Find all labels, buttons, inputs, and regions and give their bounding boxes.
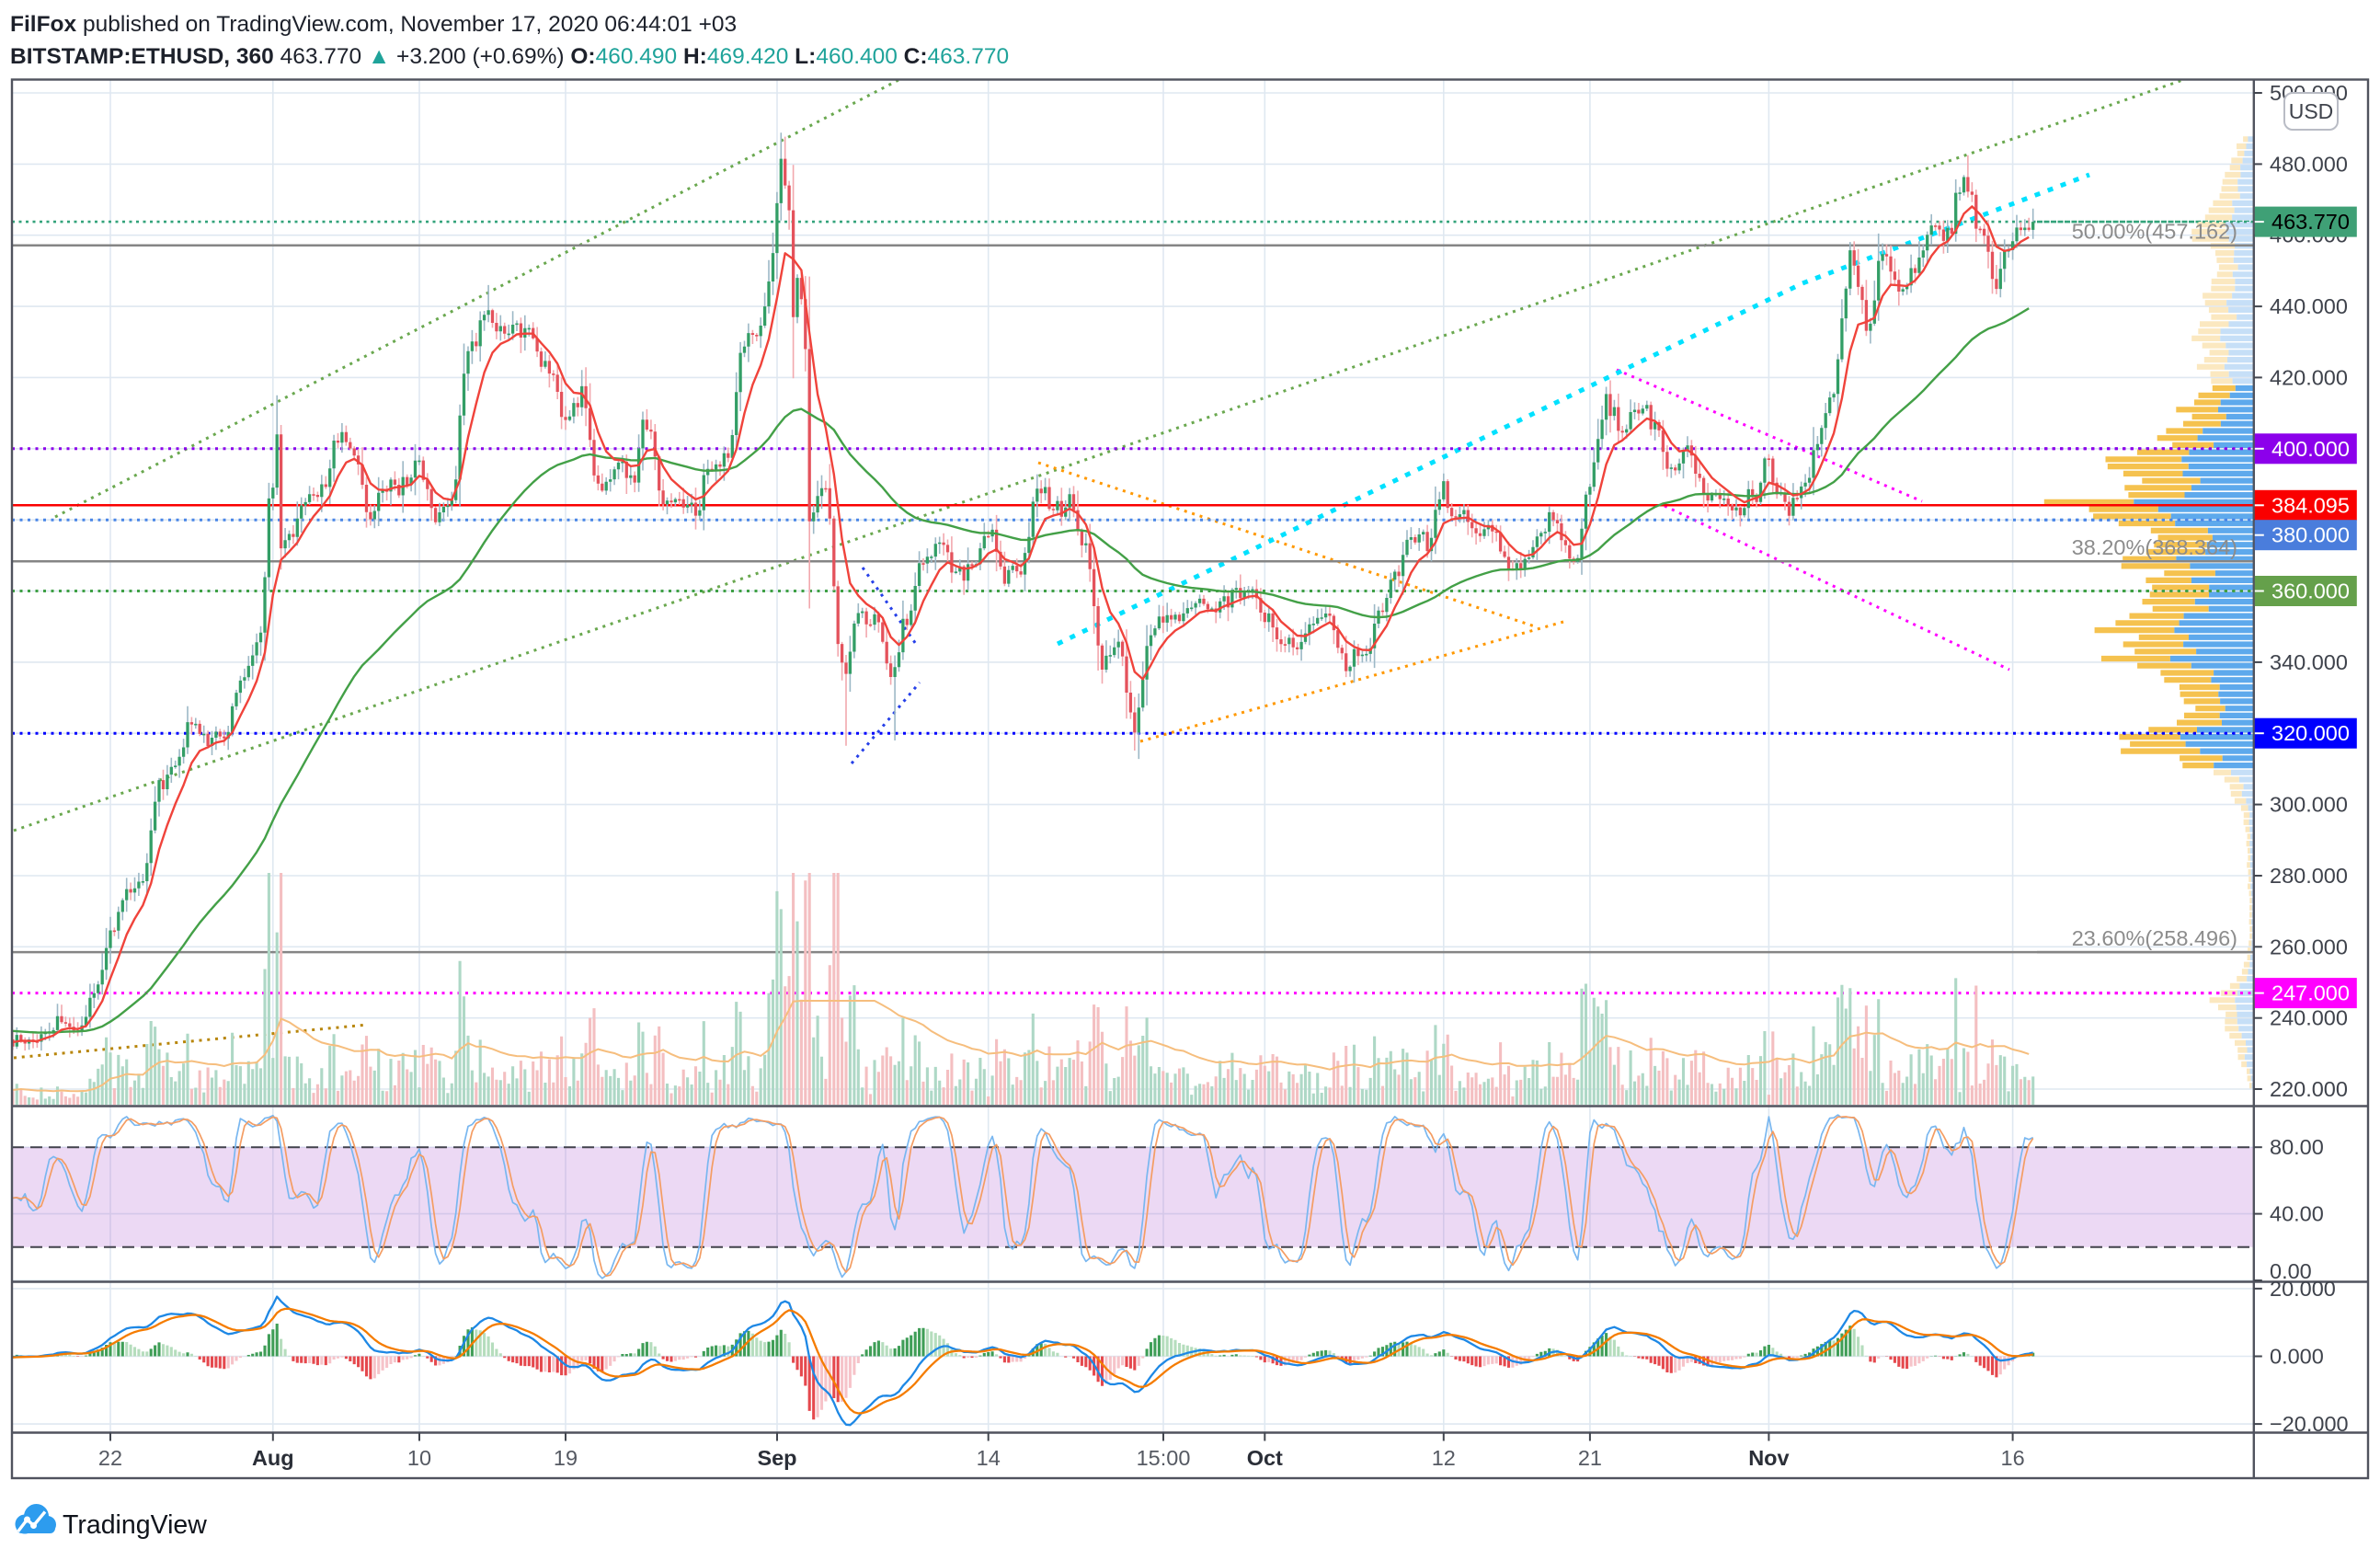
svg-text:38.20%(368.364): 38.20%(368.364) [2072, 535, 2237, 559]
svg-text:21: 21 [1578, 1446, 1602, 1470]
svg-text:360.000: 360.000 [2271, 579, 2350, 603]
svg-text:50.00%(457.162): 50.00%(457.162) [2072, 220, 2237, 244]
svg-text:0.00: 0.00 [2270, 1259, 2312, 1283]
svg-text:384.095: 384.095 [2271, 493, 2350, 517]
svg-text:40.00: 40.00 [2270, 1202, 2324, 1226]
svg-text:463.770: 463.770 [2271, 210, 2350, 234]
svg-text:247.000: 247.000 [2271, 981, 2350, 1005]
svg-text:Oct: Oct [1247, 1446, 1283, 1470]
svg-text:14: 14 [977, 1446, 1001, 1470]
svg-text:16: 16 [2001, 1446, 2025, 1470]
svg-text:440.000: 440.000 [2270, 294, 2348, 318]
svg-text:220.000: 220.000 [2270, 1077, 2348, 1101]
svg-text:FilFox published on TradingVie: FilFox published on TradingView.com, Nov… [10, 12, 737, 37]
svg-text:340.000: 340.000 [2270, 650, 2348, 674]
svg-text:10: 10 [407, 1446, 431, 1470]
svg-text:Sep: Sep [757, 1446, 796, 1470]
svg-text:80.00: 80.00 [2270, 1135, 2324, 1159]
svg-text:22: 22 [98, 1446, 122, 1470]
svg-text:20.000: 20.000 [2270, 1277, 2336, 1301]
svg-text:480.000: 480.000 [2270, 152, 2348, 176]
svg-text:320.000: 320.000 [2271, 721, 2350, 745]
svg-text:TradingView: TradingView [63, 1510, 207, 1540]
svg-text:280.000: 280.000 [2270, 864, 2348, 888]
svg-text:0.000: 0.000 [2270, 1345, 2324, 1369]
svg-text:420.000: 420.000 [2270, 365, 2348, 389]
svg-text:12: 12 [1432, 1446, 1456, 1470]
svg-text:15:00: 15:00 [1137, 1446, 1191, 1470]
svg-text:BITSTAMP:ETHUSD, 360 463.770 ▲: BITSTAMP:ETHUSD, 360 463.770 ▲ +3.200 (+… [10, 44, 1009, 69]
svg-text:380.000: 380.000 [2271, 523, 2350, 547]
svg-text:240.000: 240.000 [2270, 1006, 2348, 1030]
svg-text:−20.000: −20.000 [2270, 1412, 2349, 1436]
svg-text:260.000: 260.000 [2270, 935, 2348, 958]
svg-text:Nov: Nov [1748, 1446, 1789, 1470]
svg-text:USD: USD [2289, 99, 2334, 123]
svg-text:400.000: 400.000 [2271, 437, 2350, 461]
svg-text:19: 19 [554, 1446, 578, 1470]
svg-text:23.60%(258.496): 23.60%(258.496) [2072, 926, 2237, 950]
svg-text:300.000: 300.000 [2270, 793, 2348, 817]
svg-text:Aug: Aug [252, 1446, 294, 1470]
